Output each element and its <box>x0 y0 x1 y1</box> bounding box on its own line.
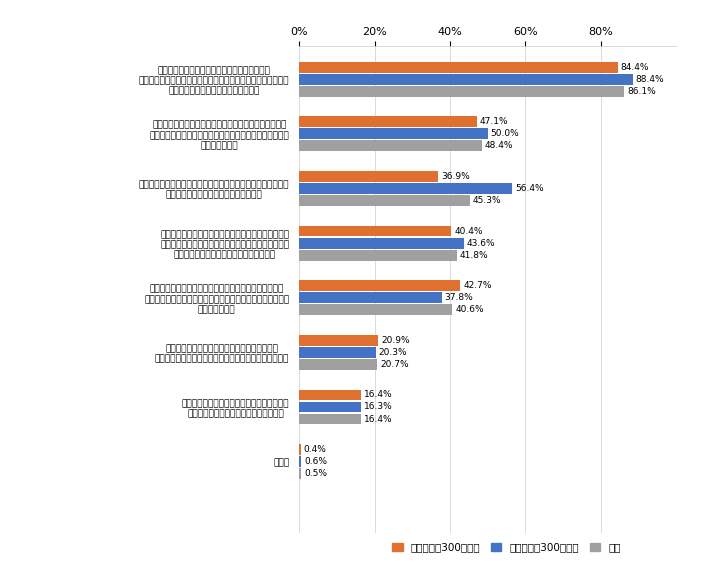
Text: 0.4%: 0.4% <box>303 445 326 454</box>
Bar <box>299 468 301 479</box>
Bar <box>299 401 360 412</box>
Bar <box>299 116 477 127</box>
Bar <box>299 61 617 72</box>
Text: 20.3%: 20.3% <box>379 348 407 357</box>
Text: 16.3%: 16.3% <box>364 402 392 412</box>
Text: 20.7%: 20.7% <box>380 360 409 369</box>
Bar <box>299 129 488 139</box>
Text: 37.8%: 37.8% <box>445 293 473 302</box>
Text: 40.6%: 40.6% <box>455 305 484 314</box>
Bar <box>299 140 482 151</box>
Bar <box>299 86 624 97</box>
Bar <box>299 237 464 248</box>
Text: 0.6%: 0.6% <box>304 457 328 466</box>
Text: 16.4%: 16.4% <box>364 415 392 423</box>
Text: 88.4%: 88.4% <box>636 75 664 83</box>
Text: 50.0%: 50.0% <box>491 129 520 138</box>
Text: 41.8%: 41.8% <box>460 251 488 259</box>
Text: 47.1%: 47.1% <box>480 117 508 126</box>
Text: 16.4%: 16.4% <box>364 390 392 400</box>
Bar <box>299 456 301 467</box>
Legend: 常用労働者300人未満, 常用労働者300人以上, 合計: 常用労働者300人未満, 常用労働者300人以上, 合計 <box>388 538 625 556</box>
Bar <box>299 74 633 85</box>
Bar <box>299 304 452 315</box>
Bar <box>299 444 300 455</box>
Bar <box>299 183 512 194</box>
Bar <box>299 335 378 346</box>
Bar <box>299 195 470 206</box>
Text: 42.7%: 42.7% <box>464 281 492 290</box>
Bar <box>299 390 361 401</box>
Bar <box>299 250 457 261</box>
Text: 86.1%: 86.1% <box>627 87 656 96</box>
Text: 0.5%: 0.5% <box>304 469 327 478</box>
Text: 36.9%: 36.9% <box>441 172 470 181</box>
Bar <box>299 359 377 370</box>
Text: 56.4%: 56.4% <box>515 184 543 193</box>
Text: 43.6%: 43.6% <box>466 239 496 248</box>
Bar <box>299 413 361 424</box>
Text: 48.4%: 48.4% <box>485 141 513 151</box>
Text: 40.4%: 40.4% <box>454 226 483 236</box>
Bar <box>299 347 376 358</box>
Text: 84.4%: 84.4% <box>621 63 649 72</box>
Bar <box>299 171 439 182</box>
Bar <box>299 280 460 291</box>
Text: 20.9%: 20.9% <box>381 336 409 345</box>
Bar <box>299 292 441 303</box>
Bar <box>299 226 451 236</box>
Text: 45.3%: 45.3% <box>473 196 502 205</box>
